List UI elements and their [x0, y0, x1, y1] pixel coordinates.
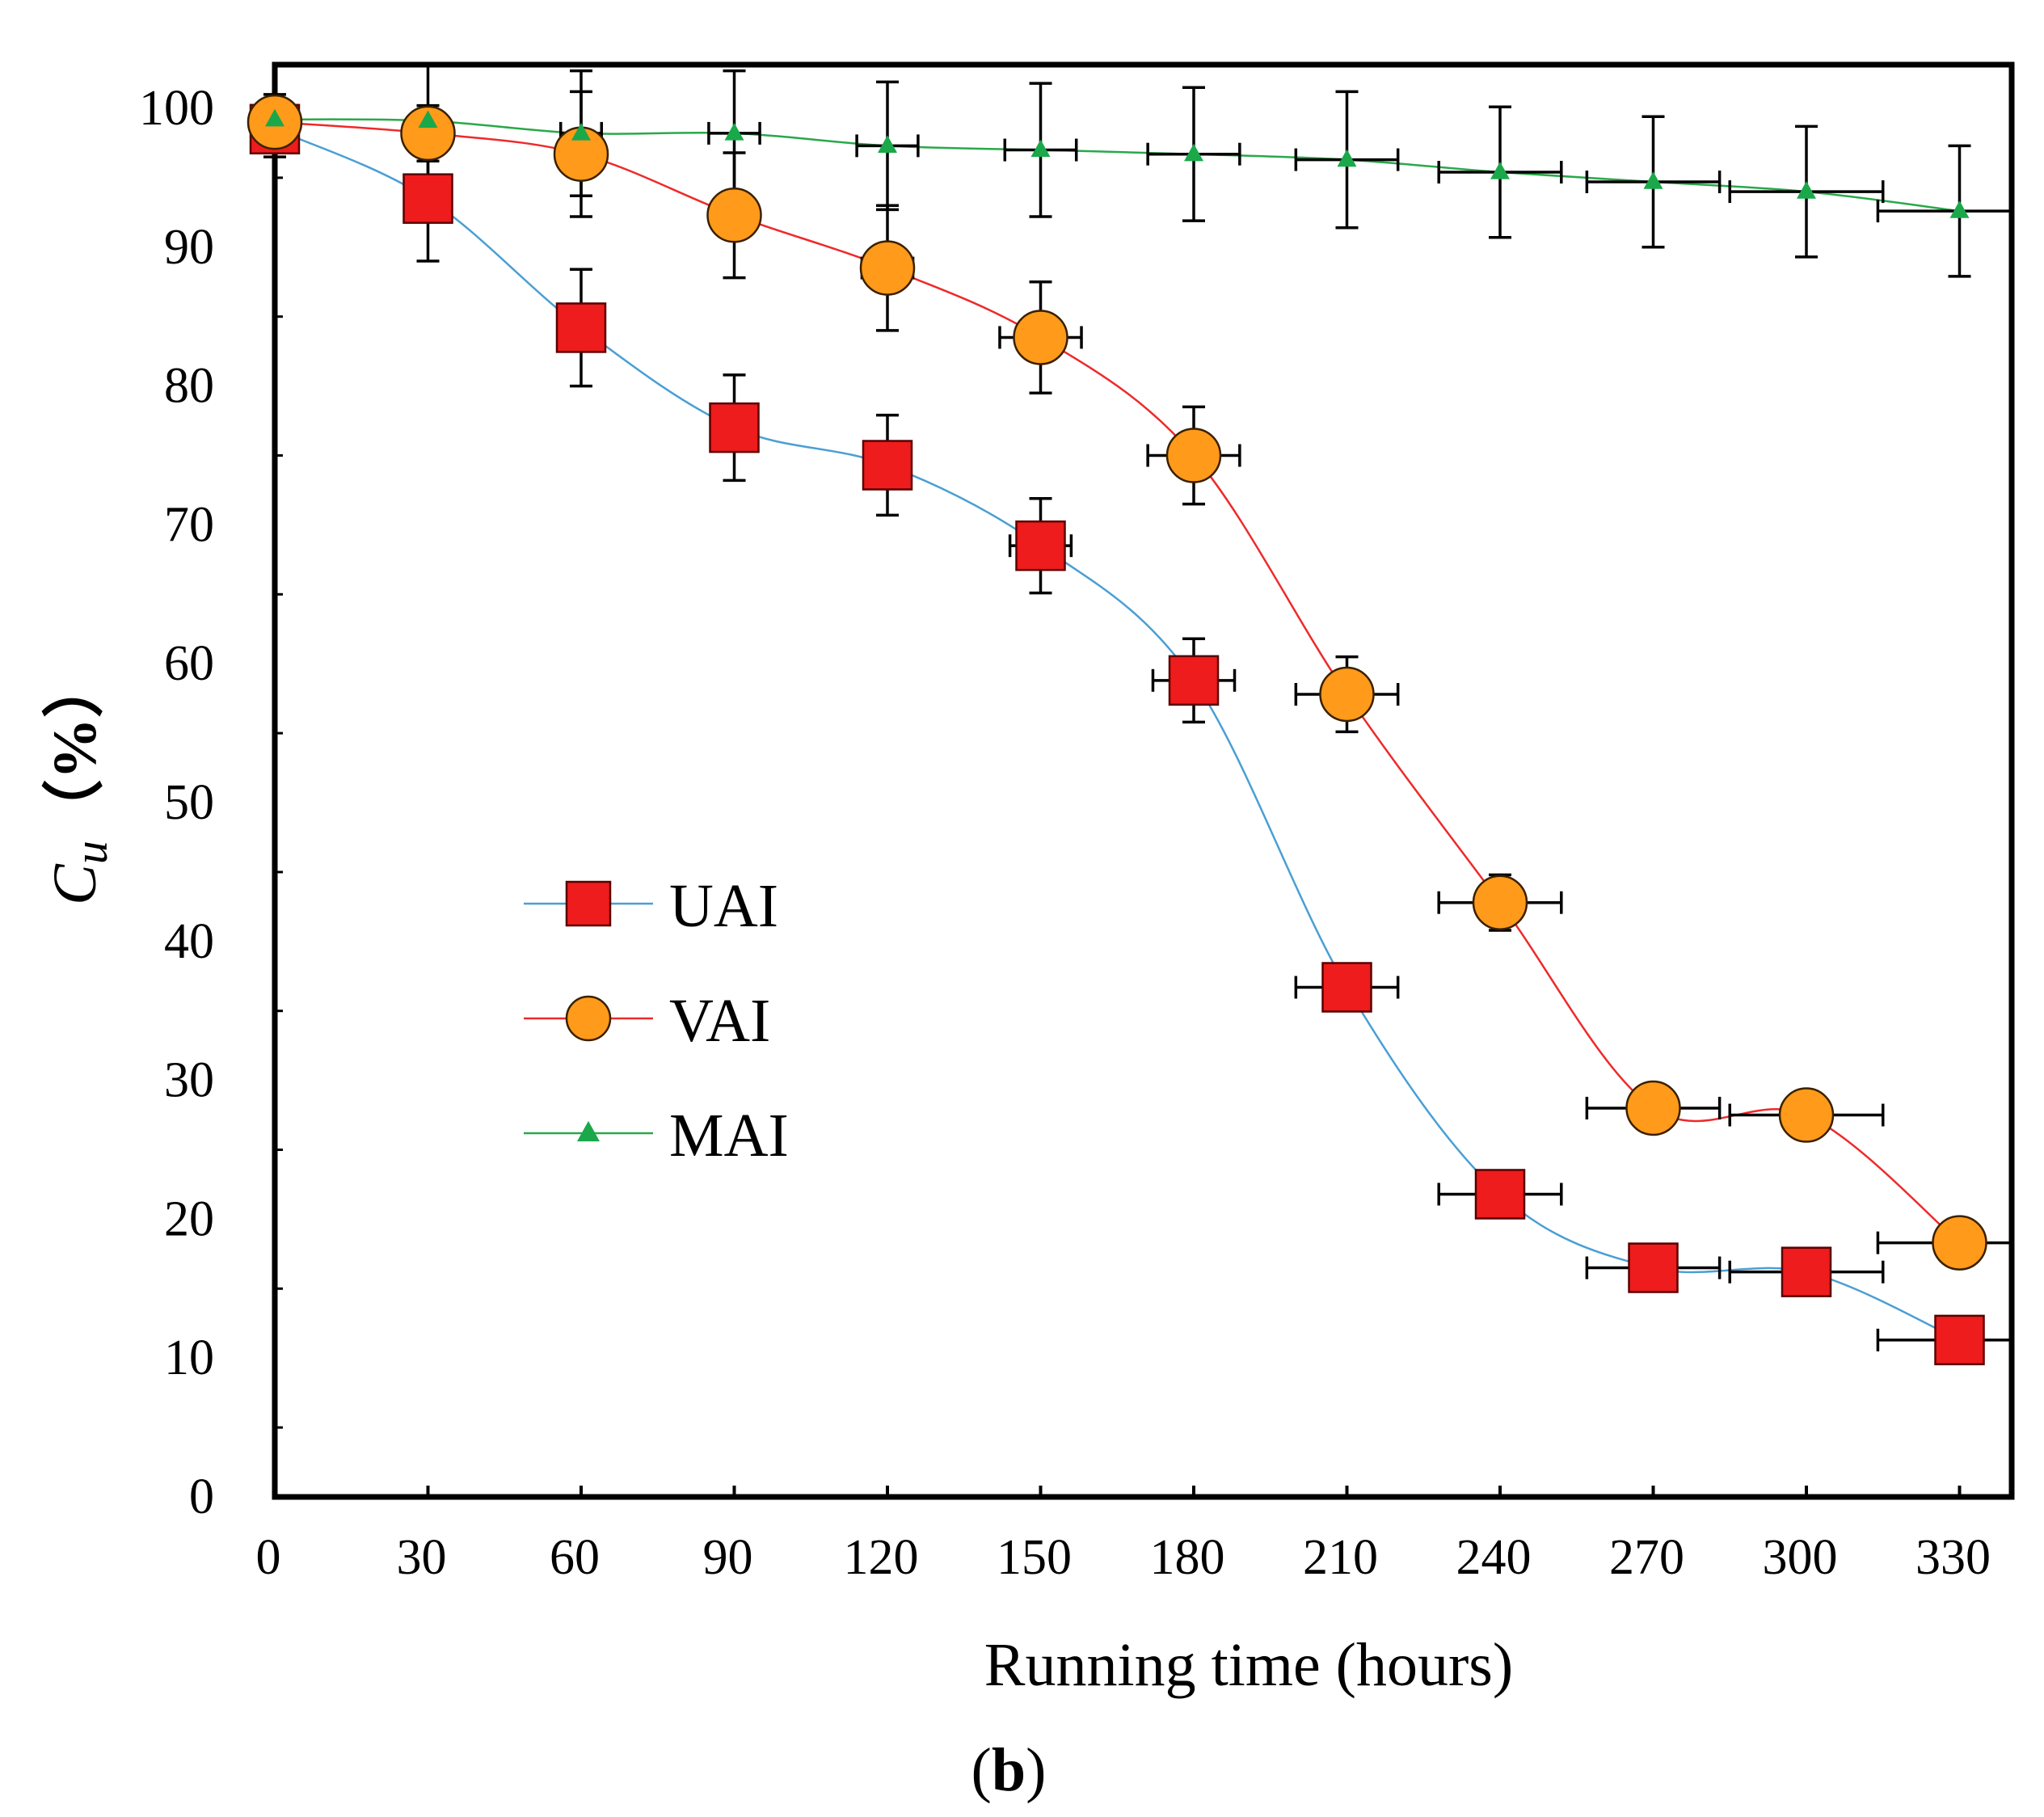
marker-mai: [1949, 200, 1970, 218]
marker-vai: [706, 188, 762, 243]
marker-vai: [1013, 310, 1068, 365]
series-line-vai: [274, 120, 1961, 1244]
y-tick-label: 50: [164, 775, 214, 830]
marker-uai: [1015, 520, 1066, 571]
marker-mai: [724, 122, 744, 141]
legend-label-uai: UAI: [669, 872, 778, 940]
y-tick-label: 90: [164, 220, 214, 275]
marker-vai: [1932, 1215, 1987, 1271]
y-tick-label: 40: [164, 914, 214, 969]
x-tick-label: 240: [1456, 1530, 1532, 1585]
legend-marker-mai: [577, 1120, 600, 1142]
panel-label: (b): [971, 1736, 1047, 1804]
marker-uai: [1321, 962, 1372, 1013]
series-line-mai: [274, 118, 1960, 213]
y-minor-ticks: [275, 176, 283, 1429]
markers: [247, 94, 1987, 1366]
y-tick-label: 100: [139, 81, 214, 136]
y-tick-label: 0: [189, 1469, 214, 1524]
marker-uai: [1781, 1246, 1832, 1297]
x-tick-label: 30: [397, 1530, 447, 1585]
marker-uai: [555, 302, 607, 353]
legend-label-mai: MAI: [669, 1102, 789, 1170]
marker-vai: [1625, 1080, 1681, 1136]
marker-uai: [709, 402, 760, 453]
marker-uai: [1934, 1314, 1985, 1366]
marker-mai: [1643, 171, 1663, 189]
x-tick-label: 180: [1150, 1530, 1225, 1585]
y-axis-title: Cu（%）: [41, 656, 117, 905]
y-tick-label: 20: [164, 1191, 214, 1246]
y-tick-label: 30: [164, 1053, 214, 1108]
x-tick-label: 120: [844, 1530, 919, 1585]
x-tick-label: 60: [550, 1530, 600, 1585]
y-tick-label: 70: [164, 497, 214, 552]
marker-mai: [418, 110, 438, 129]
x-tick-label: 210: [1303, 1530, 1378, 1585]
marker-vai: [1165, 428, 1222, 483]
marker-mai: [1184, 143, 1203, 162]
marker-mai: [571, 122, 591, 141]
x-axis-title: Running time (hours): [984, 1631, 1513, 1699]
y-tick-labels: 0 10 20 30 40 50 60 70 80 90 100: [139, 81, 214, 1524]
legend-marker-uai: [565, 880, 612, 927]
marker-uai: [1628, 1242, 1679, 1293]
marker-vai: [1778, 1087, 1835, 1143]
marker-vai: [859, 240, 916, 296]
x-tick-label: 300: [1763, 1530, 1838, 1585]
x-tick-label: 330: [1915, 1530, 1991, 1585]
error-bars: [263, 65, 2012, 1351]
series-lines: [274, 118, 1961, 1342]
marker-uai: [1168, 655, 1220, 706]
marker-vai: [1472, 875, 1528, 930]
legend-marker-vai: [565, 995, 612, 1042]
x-tick-label: 0: [256, 1530, 281, 1585]
x-ticks: [273, 1486, 1962, 1497]
series-line-uai: [274, 128, 1961, 1342]
marker-mai: [878, 135, 897, 154]
marker-mai: [1030, 139, 1051, 158]
y-tick-label: 60: [164, 636, 214, 691]
marker-vai: [1319, 666, 1375, 723]
x-tick-label: 150: [997, 1530, 1072, 1585]
marker-vai: [400, 105, 456, 162]
plot-frame: [272, 61, 2015, 1500]
y-tick-label: 10: [164, 1330, 214, 1385]
y-tick-label: 80: [164, 359, 214, 414]
marker-uai: [402, 173, 453, 224]
marker-mai: [1490, 162, 1510, 179]
marker-mai: [265, 108, 284, 127]
marker-uai: [1474, 1169, 1526, 1220]
x-tick-label: 270: [1609, 1530, 1684, 1585]
marker-uai: [862, 440, 913, 491]
x-tick-label: 90: [703, 1530, 753, 1585]
legend: UAI VAI MAI: [524, 872, 789, 1170]
x-tick-labels: 0 30 60 90 120 150 180 210 240 270 300 330: [256, 1530, 1991, 1585]
legend-label-vai: VAI: [669, 987, 770, 1055]
marker-mai: [1797, 181, 1816, 199]
marker-mai: [1337, 149, 1357, 167]
